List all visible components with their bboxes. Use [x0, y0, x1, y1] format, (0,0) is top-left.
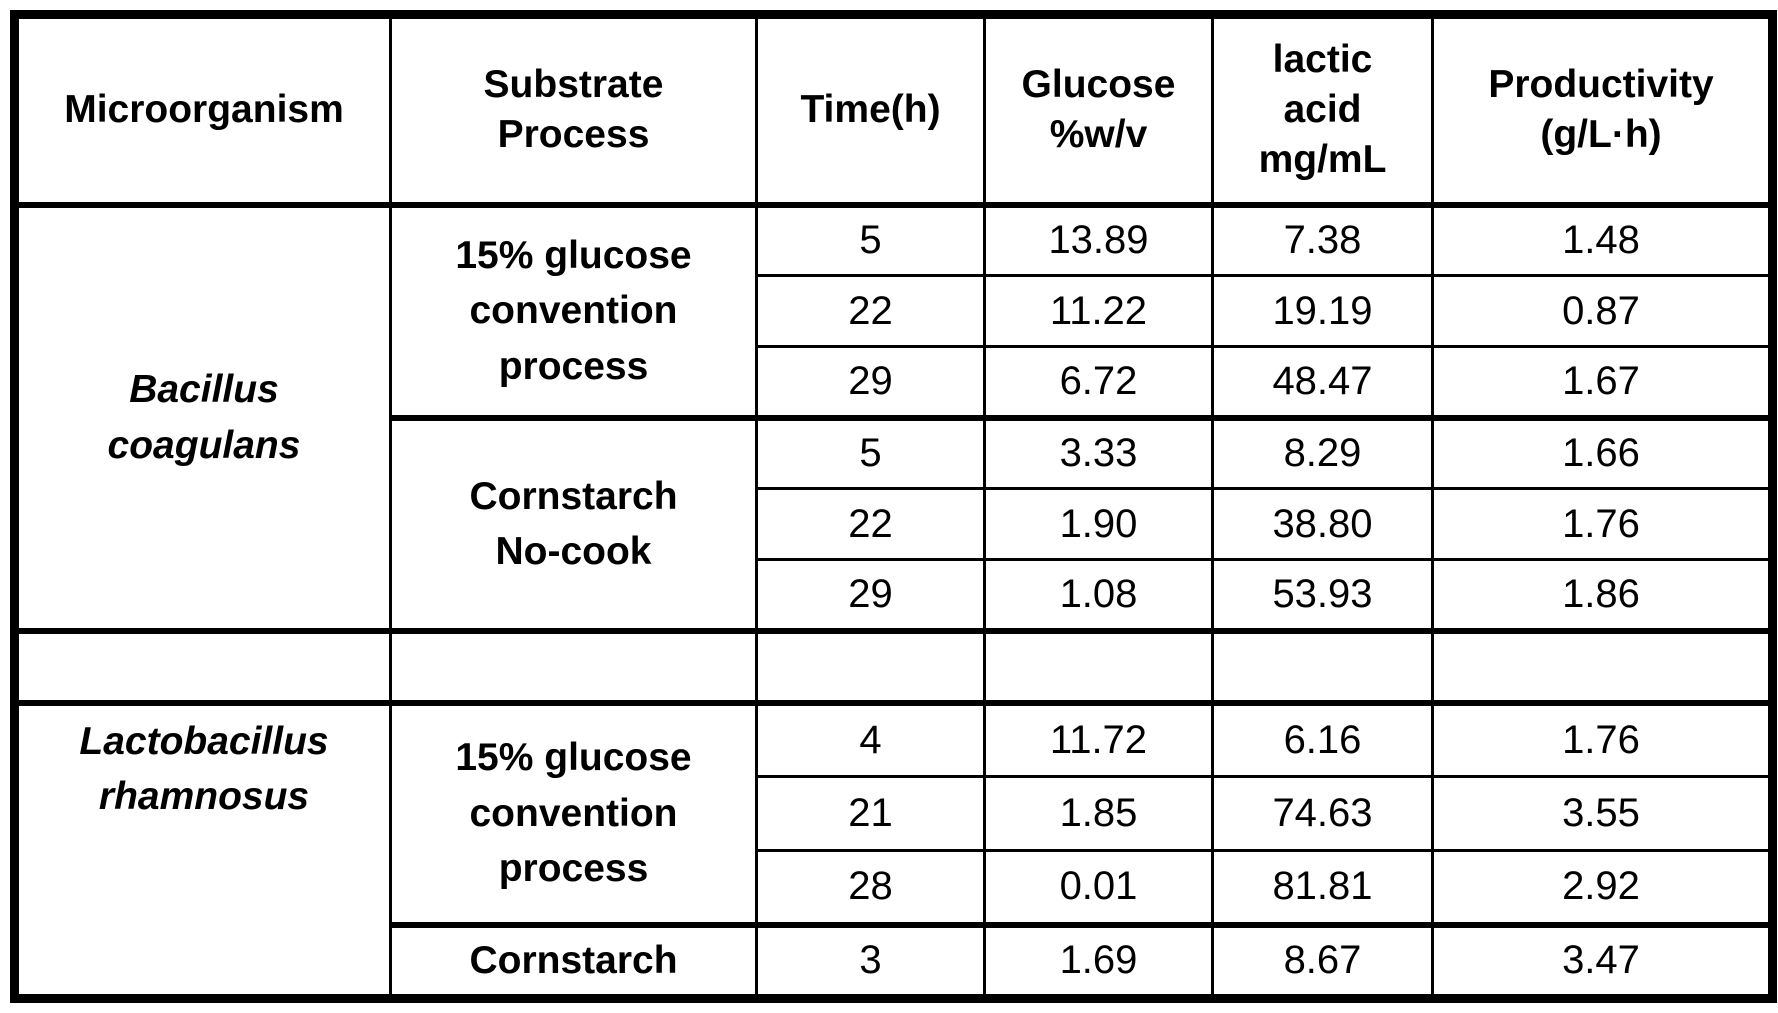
substrate-cell-glucose-convention: 15% glucose convention process — [389, 699, 758, 926]
lactic-acid-cell: 81.81 — [1211, 849, 1434, 926]
productivity-cell: 1.86 — [1431, 558, 1774, 632]
empty-cell — [13, 627, 392, 706]
glucose-cell: 1.69 — [983, 921, 1214, 1000]
empty-cell — [755, 627, 986, 706]
time-cell: 4 — [755, 699, 986, 778]
col-header-microorganism: Microorganism — [13, 13, 392, 208]
productivity-cell: 3.47 — [1431, 921, 1774, 1000]
glucose-cell: 6.72 — [983, 345, 1214, 419]
lactic-acid-cell: 8.29 — [1211, 414, 1434, 490]
time-cell: 5 — [755, 414, 986, 490]
glucose-cell: 1.90 — [983, 487, 1214, 561]
table-row: Bacillus coagulans 15% glucose conventio… — [13, 203, 1774, 632]
table-row: 22 11.22 19.19 0.87 — [15, 274, 1774, 348]
glucose-cell: 1.85 — [983, 775, 1214, 852]
header-row: Microorganism Substrate Process Time(h) … — [13, 13, 1774, 208]
col-header-substrate-process: Substrate Process — [389, 13, 758, 208]
table-row: 29 1.08 53.93 1.86 — [15, 558, 1774, 632]
col-header-time: Time(h) — [755, 13, 986, 208]
table-row: Cornstarch 3 1.69 8.67 3.47 — [15, 921, 1774, 1000]
lactic-acid-cell: 48.47 — [1211, 345, 1434, 419]
productivity-cell: 3.55 — [1431, 775, 1774, 852]
substrate-cell-cornstarch-no-cook: Cornstarch No-cook — [389, 414, 758, 632]
lactic-acid-cell: 8.67 — [1211, 921, 1434, 1000]
organism-cell-lactobacillus-rhamnosus: Lactobacillus rhamnosus — [13, 699, 392, 1000]
productivity-cell: 1.48 — [1431, 203, 1774, 277]
lactic-acid-cell: 19.19 — [1211, 274, 1434, 348]
lactic-acid-cell: 74.63 — [1211, 775, 1434, 852]
table-row: Cornstarch No-cook 5 3.33 8.29 1.66 — [15, 414, 1774, 632]
col-header-lactic-acid: lactic acid mg/mL — [1211, 13, 1434, 208]
lactic-acid-cell: 6.16 — [1211, 699, 1434, 778]
substrate-cell-cornstarch: Cornstarch — [389, 921, 758, 1000]
table-row: 29 6.72 48.47 1.67 — [15, 345, 1774, 419]
productivity-cell: 1.76 — [1431, 487, 1774, 561]
lactic-acid-cell: 38.80 — [1211, 487, 1434, 561]
lactic-acid-cell: 7.38 — [1211, 203, 1434, 277]
productivity-cell: 2.92 — [1431, 849, 1774, 926]
glucose-cell: 3.33 — [983, 414, 1214, 490]
time-cell: 29 — [755, 558, 986, 632]
spacer-row — [13, 627, 1774, 706]
empty-cell — [983, 627, 1214, 706]
glucose-cell: 1.08 — [983, 558, 1214, 632]
empty-cell — [1431, 627, 1774, 706]
empty-cell — [389, 627, 758, 706]
col-header-glucose: Glucose %w/v — [983, 13, 1214, 208]
productivity-cell: 1.66 — [1431, 414, 1774, 490]
substrate-cell-glucose-convention: 15% glucose convention process — [389, 203, 758, 419]
time-cell: 3 — [755, 921, 986, 1000]
time-cell: 28 — [755, 849, 986, 926]
productivity-cell: 0.87 — [1431, 274, 1774, 348]
productivity-cell: 1.76 — [1431, 699, 1774, 778]
fermentation-results-table: Microorganism Substrate Process Time(h) … — [10, 10, 1777, 1003]
organism-cell-bacillus-coagulans: Bacillus coagulans — [13, 203, 392, 632]
table-row: 21 1.85 74.63 3.55 — [15, 775, 1774, 852]
time-cell: 5 — [755, 203, 986, 277]
time-cell: 22 — [755, 487, 986, 561]
glucose-cell: 11.22 — [983, 274, 1214, 348]
empty-cell — [1211, 627, 1434, 706]
table-row: 28 0.01 81.81 2.92 — [15, 849, 1774, 926]
table-row: Lactobacillus rhamnosus 15% glucose conv… — [13, 699, 1774, 1000]
time-cell: 29 — [755, 345, 986, 419]
col-header-productivity: Productivity (g/L·h) — [1431, 13, 1774, 208]
time-cell: 22 — [755, 274, 986, 348]
glucose-cell: 13.89 — [983, 203, 1214, 277]
productivity-cell: 1.67 — [1431, 345, 1774, 419]
time-cell: 21 — [755, 775, 986, 852]
glucose-cell: 11.72 — [983, 699, 1214, 778]
table-row: 22 1.90 38.80 1.76 — [15, 487, 1774, 561]
lactic-acid-cell: 53.93 — [1211, 558, 1434, 632]
glucose-cell: 0.01 — [983, 849, 1214, 926]
